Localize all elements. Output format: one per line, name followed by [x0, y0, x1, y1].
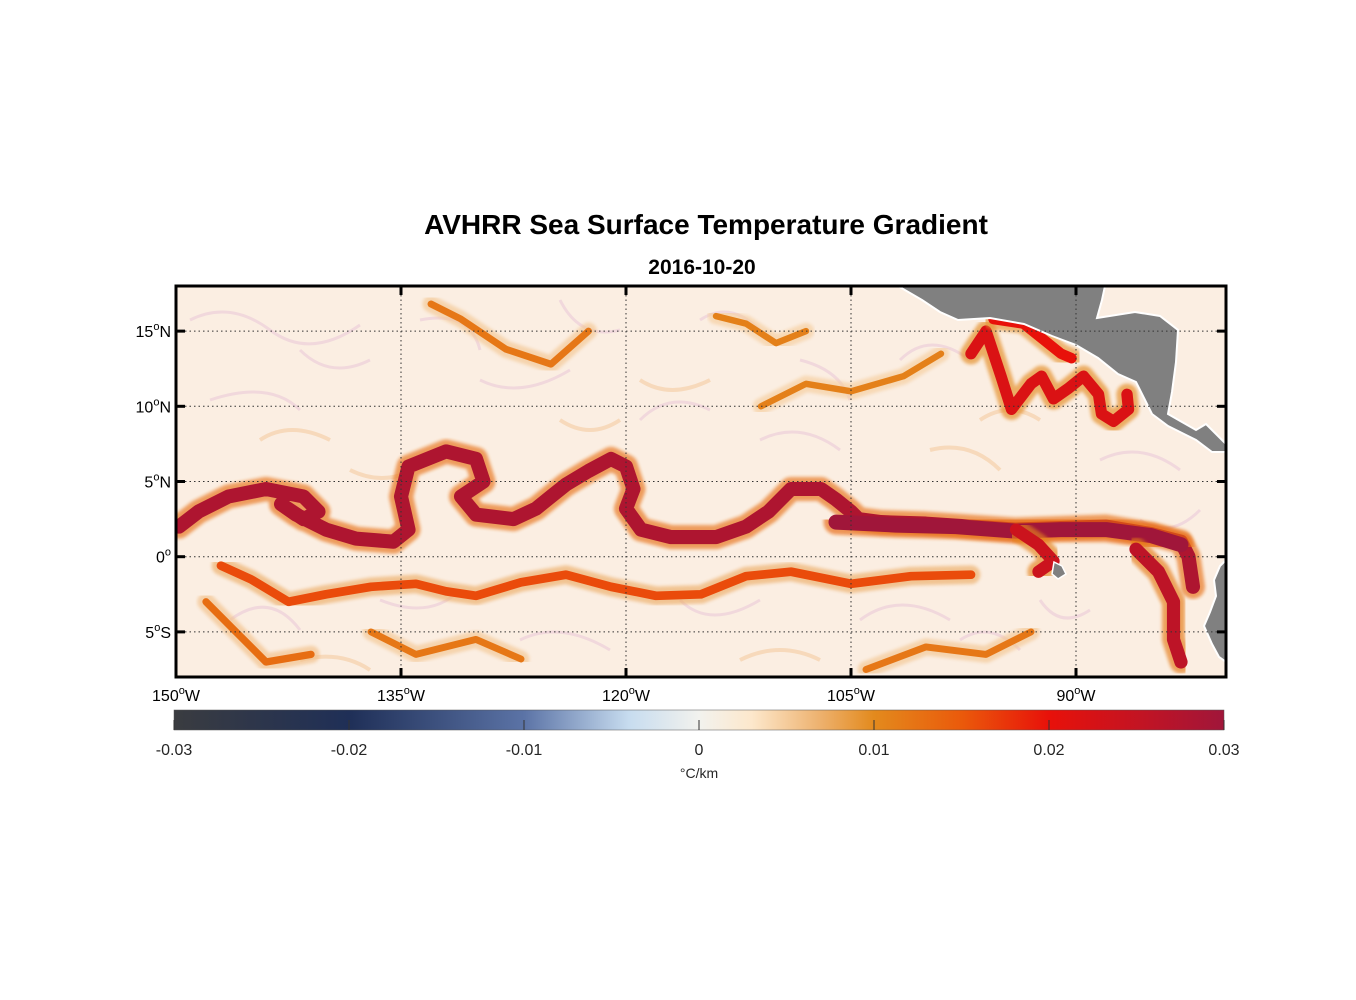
colorbar-tick-label: 0.01: [858, 742, 889, 759]
y-tick-label: 5oN: [144, 472, 171, 492]
front-eddy-filament-southeast: [862, 628, 1035, 673]
x-tick-label: 105oW: [827, 685, 876, 705]
y-tick-label: 0o: [156, 547, 171, 567]
chart-title: AVHRR Sea Surface Temperature Gradient: [424, 209, 988, 240]
front-central-american-eddy-front: [965, 325, 1135, 427]
colorbar-ticks: -0.03 -0.02 -0.01 0 0.01 0.02 0.03: [156, 720, 1240, 759]
y-tick-label: 15oN: [136, 321, 171, 341]
front-peru-coast-front: [1129, 542, 1188, 669]
colorbar-tick-label: 0: [695, 742, 704, 759]
y-tick-label: 5oS: [145, 622, 171, 642]
x-tick-label: 120oW: [602, 685, 651, 705]
land-central-america: [896, 286, 1226, 453]
colorbar-label: °C/km: [680, 765, 718, 781]
map-panel: 150oW 135oW 120oW 105oW 90oW 15oN 10oN 5oN 0o 5o…: [136, 284, 1228, 705]
front-northern-filament-2: [757, 350, 945, 410]
x-axis-labels: 150oW 135oW 120oW 105oW 90oW: [152, 685, 1096, 705]
colorbar-tick-label: -0.03: [156, 742, 193, 759]
front-galapagos-front: [1009, 523, 1060, 578]
colorbar-tick-label: -0.01: [506, 742, 543, 759]
land-layer: [896, 286, 1226, 664]
front-eddy-filament-west: [202, 598, 315, 666]
x-tick-label: 135oW: [377, 685, 426, 705]
front-eddy-filament-north-east: [712, 312, 810, 347]
front-south-equatorial-front: [216, 561, 976, 607]
chart-subtitle: 2016-10-20: [648, 256, 755, 279]
colorbar: -0.03 -0.02 -0.01 0 0.01 0.02 0.03 °C/km: [156, 709, 1240, 781]
front-eddy-filament-south: [367, 628, 525, 663]
y-tick-label: 10oN: [136, 396, 171, 416]
front-northern-filament-1: [427, 300, 592, 368]
land-south-america: [1202, 558, 1226, 664]
colorbar-tick-label: 0.03: [1208, 742, 1239, 759]
colorbar-tick-label: -0.02: [331, 742, 368, 759]
fronts-layer: [176, 295, 1206, 677]
land-galapagos: [1051, 560, 1067, 580]
axis-ticks: [174, 286, 1226, 677]
x-tick-label: 150oW: [152, 685, 201, 705]
x-tick-label: 90oW: [1056, 685, 1096, 705]
y-axis-labels: 15oN 10oN 5oN 0o 5oS: [136, 321, 171, 642]
colorbar-tick-label: 0.02: [1033, 742, 1064, 759]
front-equatorial-core: [828, 514, 1189, 553]
